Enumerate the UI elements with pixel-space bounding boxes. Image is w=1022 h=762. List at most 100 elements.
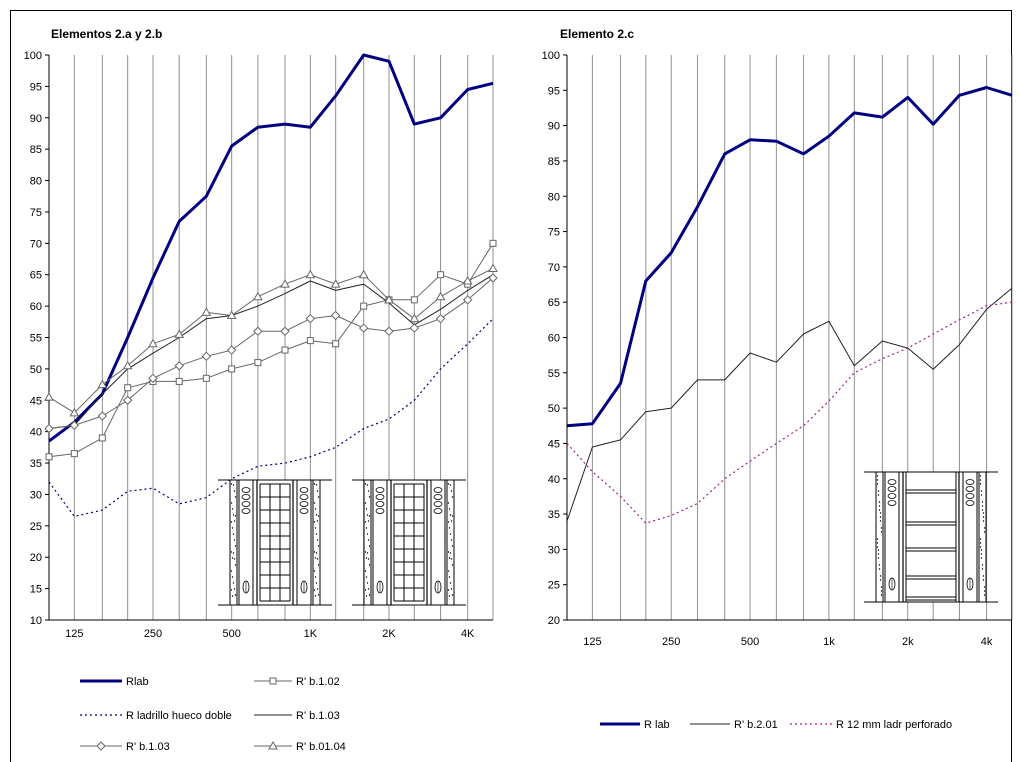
construction-inset-1-grain xyxy=(233,539,236,541)
construction-inset-3-grain xyxy=(880,527,883,529)
construction-inset-1-brick-hole xyxy=(299,494,309,500)
construction-inset-2-grain xyxy=(448,576,451,578)
construction-inset-1-grain xyxy=(313,570,316,572)
chart0-y-tick-label: 100 xyxy=(24,50,42,62)
chart0-y-tick-label: 95 xyxy=(30,81,42,93)
construction-inset-1-brick-hole xyxy=(241,487,251,493)
construction-inset-3-grain xyxy=(983,531,986,533)
chart0-series-1-point xyxy=(98,434,106,442)
chart0-y-tick-label: 35 xyxy=(30,458,42,470)
chart0-series-1-point xyxy=(45,453,53,461)
chart0-series-5-point xyxy=(69,407,80,417)
chart1-y-tick-label: 100 xyxy=(542,50,560,62)
chart0-legend-label-4: R' b.1.03 xyxy=(126,741,170,753)
construction-inset-1-grain xyxy=(314,576,317,578)
construction-inset-3-grain xyxy=(981,501,984,503)
chart1-y-tick-label: 40 xyxy=(548,474,560,486)
construction-inset-1-grain xyxy=(234,545,237,547)
chart0-x-tick-label: 1K xyxy=(304,628,318,640)
chart0-y-tick-label: 85 xyxy=(30,144,42,156)
construction-inset-1-grain xyxy=(315,582,318,584)
construction-inset-3-grain xyxy=(880,586,883,588)
chart0-series-5-point xyxy=(462,275,473,285)
construction-inset-3-grain xyxy=(876,475,879,477)
construction-inset-2-grain xyxy=(365,595,368,597)
construction-inset-2-grain xyxy=(368,496,371,498)
chart0-series-5-point xyxy=(97,379,108,389)
construction-inset-1-grain xyxy=(234,496,237,498)
construction-inset-3-grain xyxy=(983,590,986,592)
construction-inset-1-grain xyxy=(316,558,319,560)
construction-inset-1-grain xyxy=(233,558,236,560)
chart0-series-1-point xyxy=(360,302,368,310)
construction-inset-2-grain xyxy=(448,595,451,597)
construction-inset-2-grain xyxy=(367,539,370,541)
chart0-series-4-point xyxy=(358,323,369,333)
construction-inset-1-grain xyxy=(313,483,316,485)
construction-inset-2-grain xyxy=(448,527,451,529)
chart0-series-5-point xyxy=(488,263,498,272)
chart0-x-tick-label: 250 xyxy=(144,628,162,640)
construction-inset-3-grain xyxy=(983,586,986,588)
construction-inset-2-grain xyxy=(451,515,454,517)
construction-inset-3-grain xyxy=(983,594,986,596)
construction-inset-3-brick-hole xyxy=(965,486,975,492)
chart0-series-4-point xyxy=(174,361,184,371)
chart0-y-tick-label: 55 xyxy=(30,333,42,345)
chart1-x-tick-label: 500 xyxy=(741,636,759,648)
chart1-y-tick-label: 25 xyxy=(548,580,560,592)
construction-inset-2-grain xyxy=(366,552,369,554)
construction-inset-3-grain xyxy=(979,538,982,540)
construction-inset-1-grain xyxy=(231,508,234,510)
chart-title-right: Elemento 2.c xyxy=(560,27,635,41)
construction-inset-2-brick-hole xyxy=(433,501,443,507)
construction-inset-3-grain xyxy=(876,483,879,485)
construction-inset-1-grain xyxy=(314,508,317,510)
chart0-legend-swatch-1-point xyxy=(269,677,277,685)
construction-inset-1-grain xyxy=(232,514,235,516)
construction-inset-1-grain xyxy=(232,552,235,554)
construction-inset-2-grain xyxy=(450,558,453,560)
chart0-series-5-point xyxy=(280,279,290,288)
chart0-series-0-line xyxy=(48,53,494,443)
construction-inset-1-grain xyxy=(232,582,235,584)
chart0-x-tick-label: 4K xyxy=(461,628,475,640)
construction-inset-3-brick-hole xyxy=(887,500,897,506)
construction-inset-3-brick-hole xyxy=(965,479,975,485)
chart1-y-tick-label: 85 xyxy=(548,156,560,168)
construction-inset-1-grain xyxy=(316,588,319,590)
construction-inset-3-grain xyxy=(876,546,879,548)
chart0-series-1-point xyxy=(332,340,340,348)
chart0-y-tick-label: 75 xyxy=(30,207,42,219)
construction-inset-3-grain xyxy=(981,505,984,507)
construction-inset-1-grain xyxy=(317,564,320,566)
construction-inset-1-grain xyxy=(230,521,233,523)
construction-inset-1-grain xyxy=(231,576,234,578)
construction-inset-3-grain xyxy=(983,527,986,529)
construction-inset-1-grain xyxy=(317,515,320,517)
construction-inset-2-brick-hole xyxy=(375,508,385,514)
construction-inset-1-grain xyxy=(230,502,233,504)
chart0-legend-swatch-4-point xyxy=(96,741,106,751)
chart0-series-5 xyxy=(44,263,498,417)
construction-inset-3-grain xyxy=(982,579,985,581)
construction-inset-2-grain xyxy=(368,564,371,566)
chart0-series-2-line xyxy=(48,318,494,518)
construction-inset-3-grain xyxy=(877,549,880,551)
construction-inset-1-grain xyxy=(234,515,237,517)
chart0-y-tick-label: 60 xyxy=(30,301,42,313)
chart1-x-tick-label: 1k xyxy=(823,636,835,648)
construction-inset-2-grain xyxy=(367,558,370,560)
construction-inset-1-grain xyxy=(230,551,233,553)
construction-inset-1-brick-hole xyxy=(299,501,309,507)
construction-inset-2-grain xyxy=(447,551,450,553)
chart0-series-2 xyxy=(48,318,494,518)
chart1-legend-label-1: R' b.2.01 xyxy=(734,719,778,731)
chart0-series-4-point xyxy=(69,420,80,431)
construction-inset-1-grain xyxy=(314,527,317,529)
construction-inset-2-grain xyxy=(364,570,367,572)
construction-inset-3-grain xyxy=(879,516,882,518)
construction-inset-1-brick-leaf xyxy=(238,479,254,606)
